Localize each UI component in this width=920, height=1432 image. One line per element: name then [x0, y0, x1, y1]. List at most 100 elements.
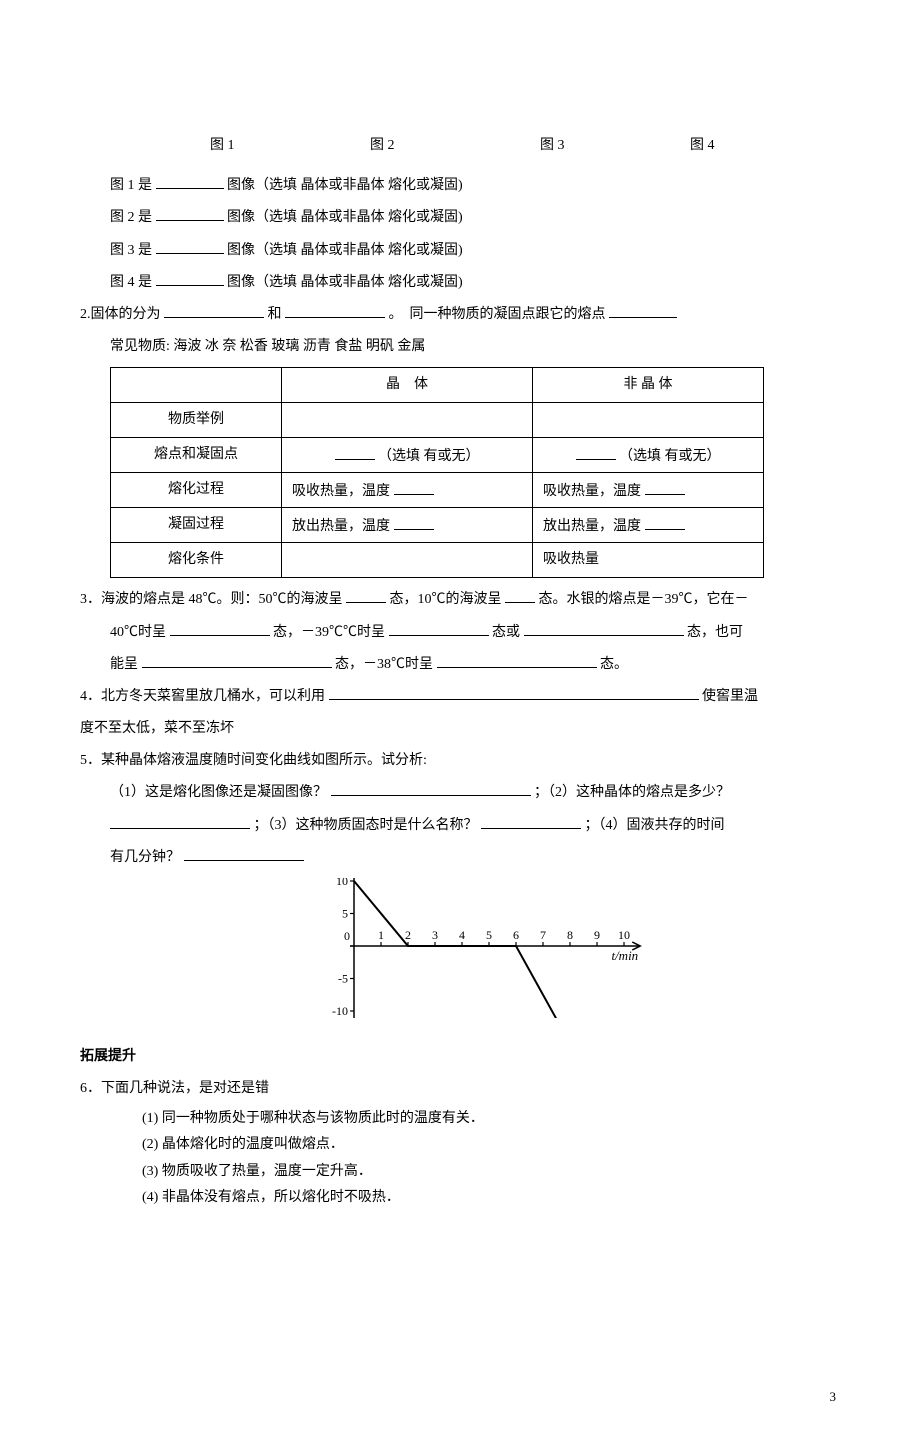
fig1-pre: 图 1 是 [110, 178, 152, 193]
fig4-blank [156, 271, 224, 286]
r4c2: 放出热量，温度 [282, 508, 533, 543]
svg-text:-5: -5 [338, 972, 348, 986]
fig2-blank [156, 206, 224, 221]
cooling-chart: 105-5-10-15123456789100T/℃t/min [310, 878, 840, 1031]
q3-2a: 40℃时呈 [110, 625, 166, 640]
svg-text:2: 2 [405, 928, 411, 942]
table-row: 物质举例 [111, 403, 764, 438]
extend-heading: 拓展提升 [80, 1041, 840, 1073]
r3c2: 吸收热量，温度 [282, 473, 533, 508]
q4-a: 4．北方冬天菜窖里放几桶水，可以利用 [80, 689, 325, 704]
q3-b1 [346, 588, 386, 603]
fig2-suffix: 图像（选填 晶体或非晶体 熔化或凝固) [227, 210, 463, 225]
table-row: 熔点和凝固点 （选填 有或无） （选填 有或无） [111, 438, 764, 473]
q5-1b: ；（2）这种晶体的熔点是多少？ [534, 785, 730, 800]
r3c3-text: 吸收热量，温度 [543, 484, 641, 499]
r3c1: 熔化过程 [111, 473, 282, 508]
q3-2c: 态或 [492, 625, 520, 640]
r5c3: 吸收热量 [533, 543, 764, 578]
q4-line2: 度不至太低，菜不至冻坏 [80, 713, 840, 745]
q4-blank [329, 685, 699, 700]
q6-s3: (3) 物质吸收了热量，温度一定升高． [142, 1159, 840, 1186]
fig1-suffix: 图像（选填 晶体或非晶体 熔化或凝固) [227, 178, 463, 193]
q3-b7 [437, 653, 597, 668]
svg-text:6: 6 [513, 928, 519, 942]
r2c2: （选填 有或无） [282, 438, 533, 473]
table-row: 凝固过程 放出热量，温度 放出热量，温度 [111, 508, 764, 543]
r4c3: 放出热量，温度 [533, 508, 764, 543]
fig3-label: 图 3 [540, 130, 690, 162]
q6-s2: (2) 晶体熔化时的温度叫做熔点． [142, 1132, 840, 1159]
svg-text:t/min: t/min [611, 948, 638, 963]
svg-text:9: 9 [594, 928, 600, 942]
r5c1: 熔化条件 [111, 543, 282, 578]
q3-1a: 3．海波的熔点是 48℃。则：50℃的海波呈 [80, 592, 343, 607]
q4-line1: 4．北方冬天菜窖里放几桶水，可以利用 使窖里温 [80, 681, 840, 713]
q2-line: 2.固体的分为 和 。 同一种物质的凝固点跟它的熔点 [80, 299, 840, 331]
r4c3-text: 放出热量，温度 [543, 519, 641, 534]
r2c2-blank [335, 445, 375, 460]
q3-2b: 态，－39℃℃时呈 [273, 625, 385, 640]
q5-line3: 有几分钟？ [80, 842, 840, 874]
q2-after: 。 同一种物质的凝固点跟它的熔点 [389, 307, 606, 322]
q2-blank3 [609, 303, 677, 318]
page-number: 3 [830, 1382, 837, 1412]
q5-b1 [331, 781, 531, 796]
svg-text:10: 10 [618, 928, 630, 942]
r1c3 [533, 403, 764, 438]
q3-line1: 3．海波的熔点是 48℃。则：50℃的海波呈 态，10℃的海波呈 态。水银的熔点… [80, 584, 840, 616]
r4c1: 凝固过程 [111, 508, 282, 543]
r1c1: 物质举例 [111, 403, 282, 438]
fig1-label: 图 1 [210, 130, 370, 162]
th-amorphous: 非 晶 体 [533, 368, 764, 403]
fig4-pre: 图 4 是 [110, 275, 152, 290]
q5-b3 [481, 814, 581, 829]
q3-3a: 能呈 [110, 657, 138, 672]
r3c2-text: 吸收热量，温度 [292, 484, 390, 499]
q5-3a: 有几分钟？ [110, 850, 180, 865]
q3-line3: 能呈 态，－38℃时呈 态。 [80, 649, 840, 681]
fig4-suffix: 图像（选填 晶体或非晶体 熔化或凝固) [227, 275, 463, 290]
svg-text:8: 8 [567, 928, 573, 942]
th-crystal: 晶 体 [282, 368, 533, 403]
r4c2-blank [394, 515, 434, 530]
fig1-blank [156, 174, 224, 189]
q3-b3 [170, 621, 270, 636]
fig3-suffix: 图像（选填 晶体或非晶体 熔化或凝固) [227, 243, 463, 258]
q5-2b: ；（4）固液共存的时间 [585, 818, 725, 833]
chart-svg: 105-5-10-15123456789100T/℃t/min [310, 878, 670, 1018]
svg-text:5: 5 [342, 907, 348, 921]
figure-labels-row: 图 1 图 2 图 3 图 4 [80, 130, 840, 162]
r2c1: 熔点和凝固点 [111, 438, 282, 473]
svg-text:0: 0 [344, 929, 350, 943]
q5-b4 [184, 846, 304, 861]
svg-text:7: 7 [540, 928, 546, 942]
q2-pre: 2.固体的分为 [80, 307, 161, 322]
fig2-line: 图 2 是 图像（选填 晶体或非晶体 熔化或凝固) [80, 202, 840, 234]
svg-text:3: 3 [432, 928, 438, 942]
svg-text:5: 5 [486, 928, 492, 942]
r2c3: （选填 有或无） [533, 438, 764, 473]
q3-b6 [142, 653, 332, 668]
q6-s4: (4) 非晶体没有熔点，所以熔化时不吸热． [142, 1185, 840, 1212]
q6-s1: (1) 同一种物质处于哪种状态与该物质此时的温度有关． [142, 1106, 840, 1133]
q3-1b: 态，10℃的海波呈 [390, 592, 502, 607]
table-row: 熔化过程 吸收热量，温度 吸收热量，温度 [111, 473, 764, 508]
q3-b2 [505, 588, 535, 603]
r3c2-blank [394, 480, 434, 495]
r1c2 [282, 403, 533, 438]
q3-3b: 态，－38℃时呈 [335, 657, 433, 672]
q3-1c: 态。水银的熔点是－39℃，它在－ [539, 592, 749, 607]
q6-list: (1) 同一种物质处于哪种状态与该物质此时的温度有关． (2) 晶体熔化时的温度… [80, 1106, 840, 1212]
svg-text:-10: -10 [332, 1004, 348, 1018]
q5-1a: （1）这是熔化图像还是凝固图像？ [110, 785, 327, 800]
svg-text:1: 1 [378, 928, 384, 942]
q5-intro: 5．某种晶体熔液温度随时间变化曲线如图所示。试分析: [80, 745, 840, 777]
q5-line2: ；（3）这种物质固态时是什么名称？ ；（4）固液共存的时间 [80, 810, 840, 842]
q5-b2 [110, 814, 250, 829]
q2-mid: 和 [268, 307, 282, 322]
q5-2a: ；（3）这种物质固态时是什么名称？ [254, 818, 478, 833]
r3c3: 吸收热量，温度 [533, 473, 764, 508]
r4c3-blank [645, 515, 685, 530]
q4-b: 使窖里温 [702, 689, 758, 704]
